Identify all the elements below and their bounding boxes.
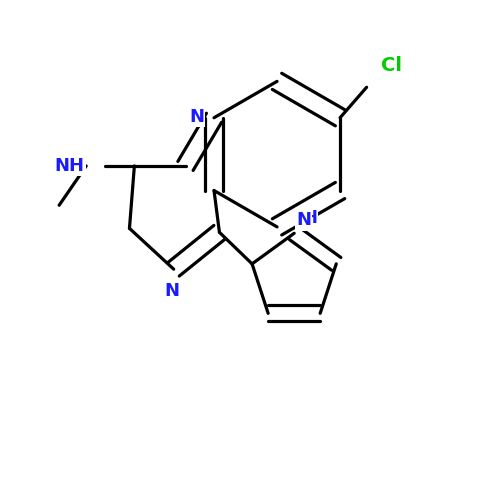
Text: N: N: [296, 212, 311, 230]
Text: N: N: [164, 282, 180, 300]
Text: NH: NH: [54, 157, 84, 175]
Text: Cl: Cl: [382, 56, 402, 75]
Text: H: H: [303, 210, 317, 228]
Text: N: N: [189, 108, 204, 126]
